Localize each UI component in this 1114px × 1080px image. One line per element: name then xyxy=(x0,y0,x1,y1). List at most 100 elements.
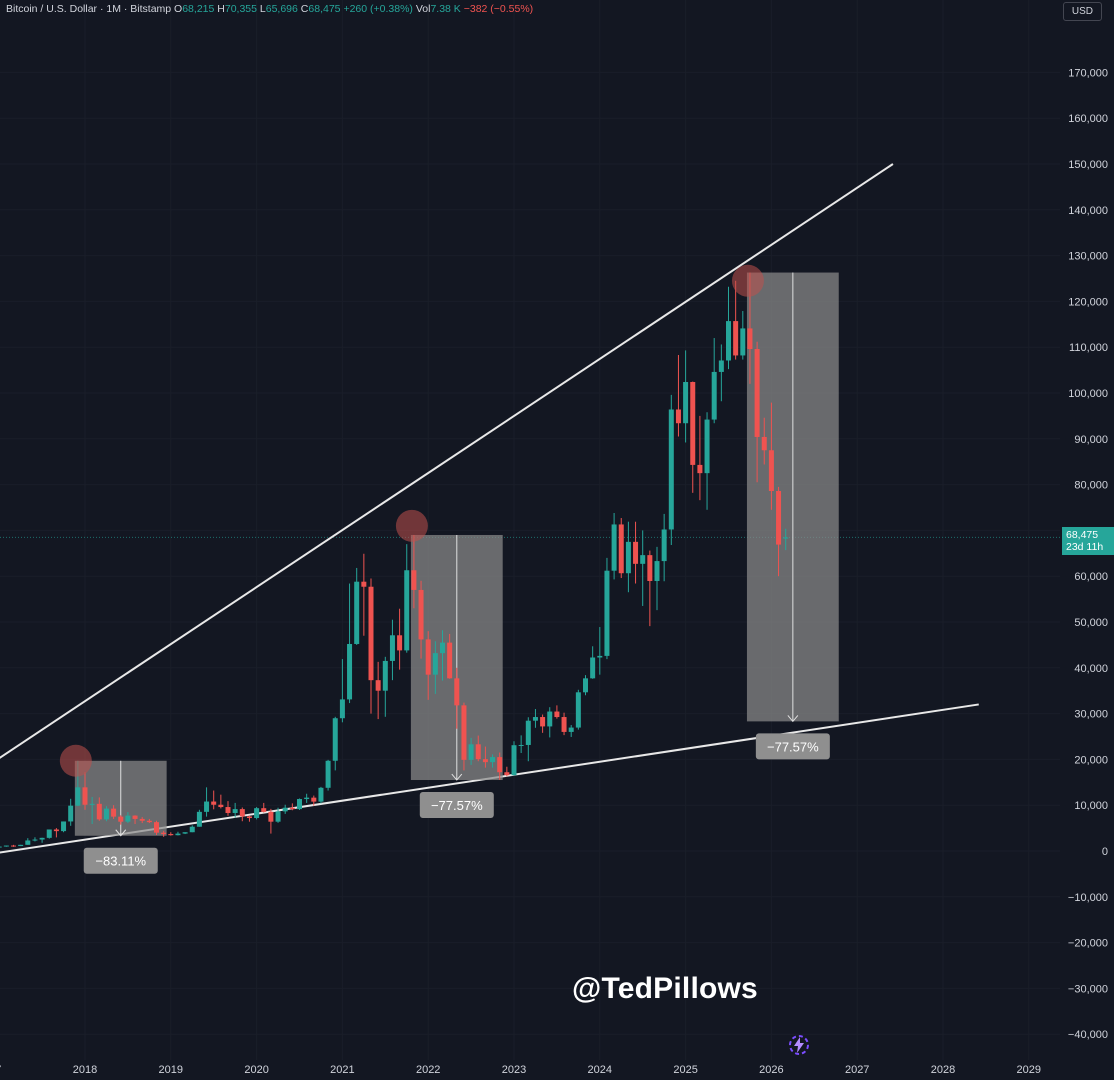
candle-body xyxy=(332,718,338,761)
y-tick-label: 170,000 xyxy=(1068,67,1108,79)
candle-body xyxy=(225,807,231,813)
candle-body xyxy=(547,711,553,727)
candle-body xyxy=(404,570,410,651)
x-axis[interactable]: 17 2018 2019 2020 2021 2022 2023 2024 2025 2026 20… xyxy=(0,1064,1041,1076)
candle-body xyxy=(361,581,367,587)
low-value: 65,696 xyxy=(265,3,298,15)
candle-body xyxy=(597,655,603,658)
x-tick-label: 2021 xyxy=(330,1064,354,1076)
candle-body xyxy=(311,797,317,802)
candle-body xyxy=(511,745,517,776)
y-tick-label: −10,000 xyxy=(1068,892,1108,904)
candle-body xyxy=(103,808,109,820)
candle-body xyxy=(725,321,732,361)
candle-body xyxy=(675,409,681,424)
symbol-title[interactable]: Bitcoin / U.S. Dollar · 1M · Bitstamp xyxy=(6,3,172,15)
trendline-upper[interactable] xyxy=(0,163,894,791)
candle-body xyxy=(747,328,753,350)
candle-body xyxy=(53,829,59,832)
currency-badge[interactable]: USD xyxy=(1062,2,1102,21)
x-tick-label: 2028 xyxy=(931,1064,955,1076)
last-price-value: 68,475 xyxy=(1066,529,1099,541)
candle-body xyxy=(690,382,696,465)
y-tick-label: 20,000 xyxy=(1074,754,1108,766)
x-tick-label: 2018 xyxy=(73,1064,97,1076)
candle-body xyxy=(468,744,474,760)
candle-body xyxy=(618,524,624,574)
y-tick-label: 90,000 xyxy=(1074,434,1108,446)
candle-body xyxy=(89,803,95,805)
candle-body xyxy=(10,845,17,847)
candle-body xyxy=(125,815,131,822)
candle-body xyxy=(568,727,574,732)
candle-body xyxy=(289,807,295,810)
candle-body xyxy=(0,846,2,848)
y-tick-label: 160,000 xyxy=(1068,113,1108,125)
y-tick-label: 80,000 xyxy=(1074,480,1108,492)
candle-body xyxy=(439,642,446,654)
drawdown-label-bg xyxy=(419,792,494,819)
candle-body xyxy=(754,349,760,437)
candle-body xyxy=(389,635,395,661)
candle-body xyxy=(668,409,674,530)
close-label: C xyxy=(300,3,309,15)
candle-body xyxy=(432,653,438,675)
candle-body xyxy=(783,537,789,539)
peak-markers xyxy=(59,264,764,777)
candle-body xyxy=(718,360,724,372)
candle-body xyxy=(32,839,38,841)
candle-body xyxy=(354,581,360,644)
y-tick-label: 130,000 xyxy=(1068,251,1108,263)
candle-body xyxy=(497,757,503,773)
volume-change: −382 (−0.55%) xyxy=(463,3,534,15)
candle-body xyxy=(18,844,24,847)
x-tick-label: 2023 xyxy=(502,1064,526,1076)
drawdown-label-bg xyxy=(755,733,830,760)
x-tick-label: 2019 xyxy=(159,1064,183,1076)
candle-body xyxy=(447,642,453,679)
candle-body xyxy=(189,826,195,833)
candle-body xyxy=(733,321,739,356)
candle-body xyxy=(611,524,617,571)
candle-body xyxy=(161,832,167,835)
candles xyxy=(0,272,789,848)
volume-label: Vol xyxy=(415,3,431,15)
close-value: 68,475 xyxy=(308,3,341,15)
candle-body xyxy=(61,821,67,832)
candle-body xyxy=(575,692,581,728)
candle-body xyxy=(204,801,210,812)
candle-body xyxy=(82,787,88,805)
candle-body xyxy=(640,555,646,564)
tradingview-lightning-icon[interactable] xyxy=(786,1032,812,1058)
drawdown-label: −77.57% xyxy=(767,739,819,754)
drawdown-arrowhead xyxy=(115,829,127,837)
candle-body xyxy=(68,805,74,822)
candle-body xyxy=(325,760,331,788)
candle-body xyxy=(540,717,546,727)
candle-body xyxy=(268,811,274,822)
candle-body xyxy=(697,464,703,474)
candle-body xyxy=(625,541,631,574)
candle-body xyxy=(561,717,567,732)
y-tick-label: 40,000 xyxy=(1074,663,1108,675)
candle-body xyxy=(554,711,560,718)
peak-marker xyxy=(731,264,764,297)
candle-body xyxy=(454,678,460,706)
open-label: O xyxy=(174,3,183,15)
candle-body xyxy=(182,832,188,834)
candle-body xyxy=(339,699,345,719)
y-tick-label: −30,000 xyxy=(1068,983,1108,995)
candle-body xyxy=(490,757,496,763)
candle-body xyxy=(318,787,324,802)
candle-body xyxy=(196,811,202,827)
candle-body xyxy=(75,787,81,806)
candle-body xyxy=(239,809,245,817)
candle-body xyxy=(246,816,252,819)
drawdown-label: −83.11% xyxy=(95,854,146,869)
candle-body xyxy=(461,705,467,760)
peak-marker xyxy=(59,744,92,777)
candle-body xyxy=(132,815,138,819)
x-tick-label: 2027 xyxy=(845,1064,869,1076)
y-tick-label: 0 xyxy=(1102,846,1108,858)
